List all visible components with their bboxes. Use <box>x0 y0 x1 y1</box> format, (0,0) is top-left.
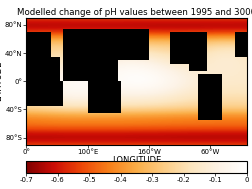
Bar <box>170 32 207 64</box>
Bar <box>198 74 223 120</box>
Title: Modelled change of pH values between 1995 and 3000: Modelled change of pH values between 199… <box>17 8 252 17</box>
Bar <box>26 57 60 106</box>
Bar <box>189 60 207 71</box>
Bar <box>112 29 149 60</box>
Bar <box>26 32 51 57</box>
Bar <box>63 29 118 81</box>
Bar <box>235 32 247 57</box>
Bar <box>88 81 121 113</box>
Y-axis label: LATITUDE: LATITUDE <box>0 61 3 101</box>
Bar <box>42 81 63 106</box>
X-axis label: LONGITUDE: LONGITUDE <box>112 156 161 165</box>
